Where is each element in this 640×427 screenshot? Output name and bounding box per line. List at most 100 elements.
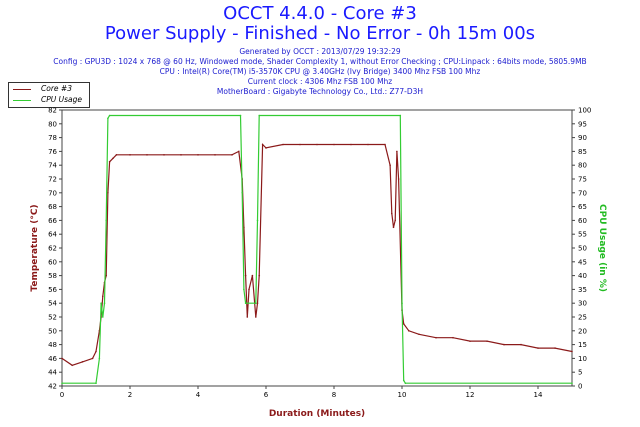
y-tick-label-left: 44	[48, 369, 57, 377]
data-point-core3	[112, 157, 114, 160]
x-tick-label: 2	[128, 391, 132, 399]
x-tick-label: 10	[398, 391, 407, 399]
data-point-core3	[81, 361, 84, 363]
data-point-cpu-usage	[255, 302, 257, 305]
info-config: Config : GPU3D : 1024 x 768 @ 60 Hz, Win…	[53, 57, 587, 66]
data-point-core3	[105, 274, 107, 277]
data-point-core3	[98, 330, 101, 332]
plot-area	[61, 109, 573, 387]
y-tick-label-left: 76	[48, 148, 57, 156]
data-point-core3	[244, 274, 247, 277]
data-point-core3	[408, 330, 410, 332]
data-point-core3	[537, 347, 539, 349]
data-point-core3	[397, 178, 400, 180]
y-tick-label-right: 45	[578, 258, 587, 266]
y-tick-label-left: 68	[48, 203, 57, 211]
data-point-cpu-usage	[98, 357, 101, 360]
data-point-core3	[214, 154, 216, 156]
data-point-cpu-usage	[571, 382, 573, 385]
data-point-core3	[102, 295, 104, 298]
data-point-cpu-usage	[107, 117, 109, 120]
data-point-core3	[391, 212, 393, 215]
data-point-core3	[115, 154, 118, 156]
data-point-core3	[107, 192, 109, 194]
y-tick-label-right: 35	[578, 286, 587, 294]
y-axis-title-left: Temperature (°C)	[30, 204, 40, 291]
data-point-core3	[95, 350, 97, 353]
data-point-core3	[367, 143, 369, 146]
data-point-core3	[103, 281, 106, 284]
data-point-core3	[571, 350, 573, 353]
data-point-core3	[350, 143, 352, 146]
data-point-core3	[452, 336, 454, 339]
data-point-core3	[61, 357, 63, 360]
y-tick-label-right: 80	[578, 162, 587, 170]
y-tick-label-left: 80	[48, 120, 57, 128]
y-tick-label-right: 15	[578, 341, 587, 349]
data-point-core3	[520, 343, 522, 346]
y-tick-label-left: 66	[48, 217, 57, 225]
data-point-core3	[256, 302, 259, 305]
info-clock: Current clock : 4306 Mhz FSB 100 Mhz	[247, 77, 393, 86]
y-tick-label-right: 0	[578, 383, 582, 391]
y-tick-label-left: 46	[48, 355, 57, 363]
info-motherboard: MotherBoard : Gigabyte Technology Co., L…	[216, 87, 424, 96]
data-point-cpu-usage	[256, 219, 259, 222]
data-point-core3	[248, 288, 250, 291]
y-tick-label-left: 70	[48, 189, 57, 197]
y-tick-label-left: 64	[48, 231, 57, 239]
y-tick-label-left: 78	[48, 134, 57, 142]
data-point-core3	[180, 154, 182, 156]
data-point-core3	[265, 147, 267, 149]
series-line-cpu-usage	[62, 114, 572, 384]
data-point-cpu-usage	[243, 288, 245, 291]
series-line-core3	[61, 143, 573, 366]
chart-legend: Core #3 CPU Usage	[8, 82, 90, 108]
data-point-cpu-usage	[399, 114, 402, 117]
x-tick-label: 4	[196, 391, 201, 399]
data-point-cpu-usage	[404, 382, 407, 385]
y-tick-label-right: 25	[578, 314, 587, 322]
x-axis-title: Duration (Minutes)	[269, 409, 365, 419]
data-point-core3	[435, 336, 437, 339]
y-tick-label-right: 85	[578, 148, 587, 156]
y-tick-label-left: 72	[48, 176, 57, 184]
data-point-core3	[282, 143, 284, 146]
data-point-core3	[246, 316, 249, 318]
data-point-core3	[238, 150, 240, 153]
y-tick-label-left: 56	[48, 286, 57, 294]
data-point-core3	[392, 226, 395, 229]
data-point-core3	[255, 316, 257, 318]
y-tick-label-left: 62	[48, 245, 57, 253]
y-tick-label-left: 48	[48, 341, 57, 349]
y-tick-label-right: 40	[578, 272, 587, 280]
data-point-core3	[389, 164, 391, 166]
data-point-core3	[231, 154, 233, 156]
data-point-cpu-usage	[102, 316, 104, 318]
data-point-core3	[129, 154, 131, 156]
y-tick-label-left: 54	[48, 300, 57, 308]
y-tick-label-right: 70	[578, 189, 587, 197]
y-tick-label-right: 30	[578, 300, 587, 308]
data-point-core3	[333, 143, 335, 146]
data-point-core3	[384, 143, 386, 146]
data-point-cpu-usage	[105, 219, 107, 222]
data-point-core3	[418, 333, 420, 336]
data-point-core3	[261, 143, 264, 146]
y-tick-label-left: 42	[48, 383, 57, 391]
data-point-core3	[469, 340, 471, 342]
y-tick-label-left: 52	[48, 314, 57, 322]
y-tick-label-left: 50	[48, 327, 57, 335]
data-point-core3	[402, 323, 405, 325]
data-point-core3	[108, 160, 111, 163]
x-tick-label: 8	[332, 391, 336, 399]
chart-subtitle: Power Supply - Finished - No Error - 0h …	[104, 23, 536, 44]
y-axis-title-right: CPU Usage (in %)	[597, 204, 607, 292]
data-point-core3	[503, 343, 505, 346]
data-point-core3	[316, 143, 318, 146]
y-tick-label-right: 60	[578, 217, 587, 225]
data-point-core3	[258, 274, 261, 277]
y-tick-label-right: 50	[578, 245, 587, 253]
data-point-core3	[394, 219, 397, 222]
y-tick-label-left: 60	[48, 258, 57, 266]
